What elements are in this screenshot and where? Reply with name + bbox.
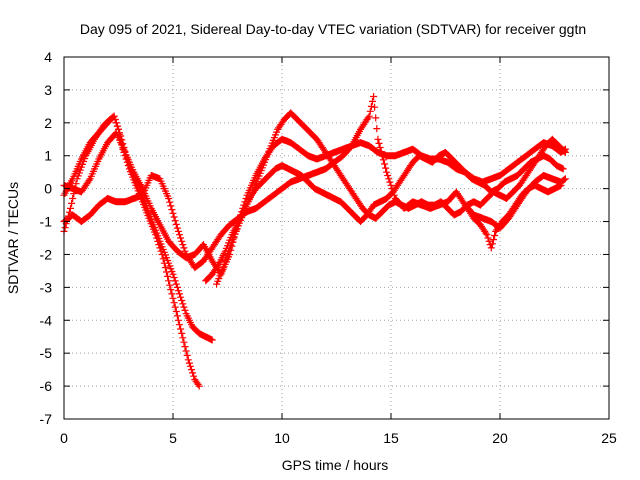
x-tick-label: 15 — [383, 430, 399, 446]
plot-frame — [63, 56, 610, 420]
y-axis-label: SDTVAR / TECUs — [5, 182, 21, 294]
y-tick-label: -7 — [40, 411, 53, 427]
x-tick-label: 0 — [60, 430, 68, 446]
x-tick-label: 10 — [274, 430, 290, 446]
y-tick-label: -5 — [40, 345, 53, 361]
x-axis-label: GPS time / hours — [282, 457, 389, 473]
series-track-f — [213, 148, 567, 288]
data-point — [463, 181, 565, 252]
y-tick-label: -3 — [40, 279, 53, 295]
data-point — [213, 148, 567, 288]
y-tick-label: -1 — [40, 214, 53, 230]
y-tick-label: -4 — [40, 312, 53, 328]
x-tick-label: 25 — [601, 430, 617, 446]
y-tick-label: 1 — [44, 148, 52, 164]
data-series — [60, 93, 569, 390]
x-tick-label: 5 — [169, 430, 177, 446]
grid — [64, 57, 609, 419]
x-tick-label: 20 — [492, 430, 508, 446]
y-tick-label: 2 — [44, 115, 52, 131]
y-tick-label: 3 — [44, 82, 52, 98]
series-track-g — [463, 181, 565, 252]
y-tick-label: 4 — [44, 49, 52, 65]
series-track-b — [60, 112, 216, 344]
data-point — [60, 129, 569, 278]
chart-title: Day 095 of 2021, Sidereal Day-to-day VTE… — [80, 21, 586, 37]
y-tick-label: -6 — [40, 378, 53, 394]
y-tick-label: 0 — [44, 181, 52, 197]
axis-ticks: 0 5 10 15 20 25 -7 -6 -5 -4 -3 -2 -1 0 1 2 3 4 — [40, 49, 617, 446]
series-track-c — [60, 129, 569, 278]
data-point — [60, 112, 216, 344]
y-tick-label: -2 — [40, 246, 53, 262]
